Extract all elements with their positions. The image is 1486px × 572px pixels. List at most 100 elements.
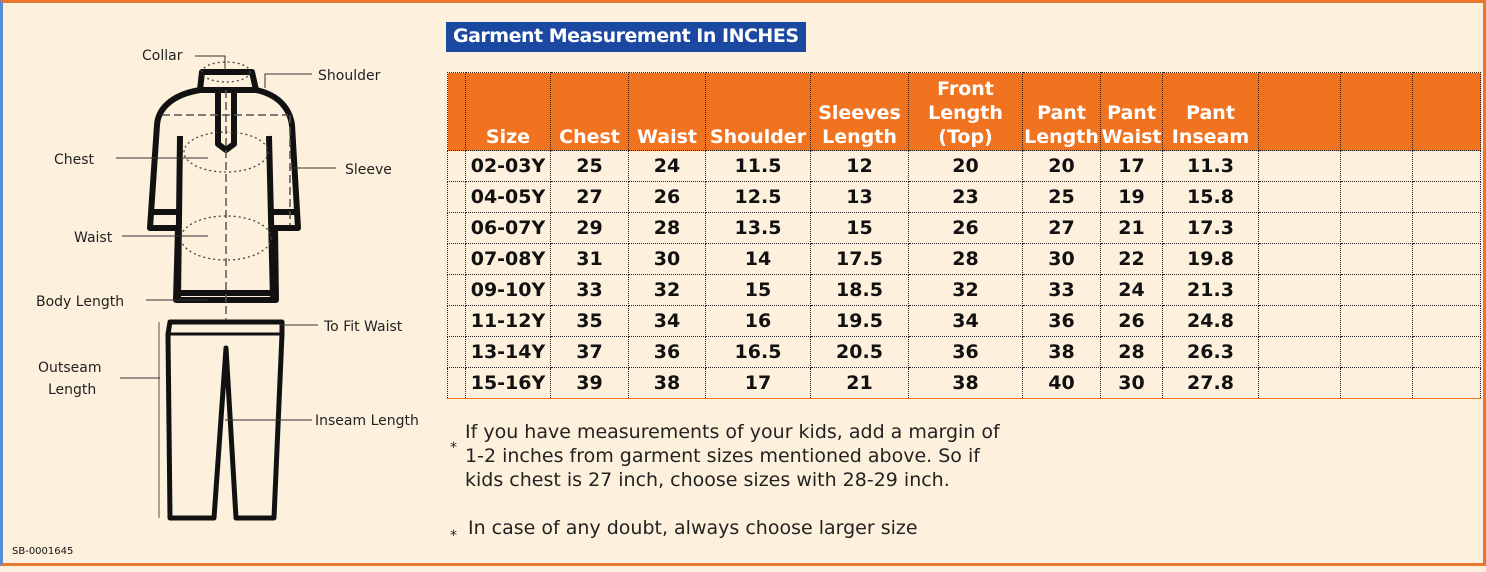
- empty-cell: [1340, 336, 1413, 368]
- column-header: Front Length (Top): [908, 72, 1023, 151]
- size-table: Size Chest Waist Shoulder Sleeves Length Fron…: [447, 72, 1481, 399]
- table-cell: 12.5: [705, 181, 811, 213]
- empty-cell: [1412, 181, 1481, 213]
- column-header: Pant Inseam: [1162, 72, 1259, 151]
- column-header: Pant Length: [1022, 72, 1101, 151]
- table-cell: 28: [1100, 336, 1163, 368]
- empty-cell: [447, 212, 466, 244]
- table-cell: 14: [705, 243, 811, 275]
- column-header: Size: [465, 72, 551, 151]
- table-cell: 32: [628, 274, 706, 306]
- table-cell: 26: [908, 212, 1023, 244]
- table-row: 15-16Y 39 38 17 21 38 40 30 27.8: [447, 367, 1481, 399]
- table-row: 13-14Y 37 36 16.5 20.5 36 38 28 26.3: [447, 336, 1481, 368]
- empty-cell: [1340, 274, 1413, 306]
- table-cell: 20.5: [810, 336, 909, 368]
- table-cell: 11.3: [1162, 150, 1259, 182]
- table-cell: 30: [628, 243, 706, 275]
- empty-cell: [447, 150, 466, 182]
- table-cell: 33: [1022, 274, 1101, 306]
- empty-cell: [1258, 150, 1341, 182]
- empty-cell: [1340, 243, 1413, 275]
- empty-cell: [1340, 367, 1413, 399]
- table-cell: 39: [550, 367, 629, 399]
- table-cell: 20: [1022, 150, 1101, 182]
- table-cell: 04-05Y: [465, 181, 551, 213]
- column-header: Pant Waist: [1100, 72, 1163, 151]
- label-chest: Chest: [54, 152, 95, 168]
- empty-cell: [1258, 336, 1341, 368]
- column-header: Chest: [550, 72, 629, 151]
- table-cell: 29: [550, 212, 629, 244]
- empty-cell: [447, 336, 466, 368]
- sku-code: SB-0001645: [12, 546, 74, 557]
- empty-cell: [1412, 243, 1481, 275]
- table-cell: 31: [550, 243, 629, 275]
- empty-cell: [447, 305, 466, 337]
- empty-cell: [1412, 367, 1481, 399]
- empty-cell: [1340, 150, 1413, 182]
- table-cell: 27.8: [1162, 367, 1259, 399]
- table-cell: 25: [1022, 181, 1101, 213]
- table-cell: 15: [810, 212, 909, 244]
- column-header: [1412, 72, 1481, 151]
- table-cell: 37: [550, 336, 629, 368]
- table-cell: 18.5: [810, 274, 909, 306]
- table-row: 06-07Y 29 28 13.5 15 26 27 21 17.3: [447, 212, 1481, 244]
- bullet-icon: *: [450, 440, 457, 456]
- note-text: If you have measurements of your kids, a…: [465, 421, 1000, 491]
- table-row: 11-12Y 35 34 16 19.5 34 36 26 24.8: [447, 305, 1481, 337]
- table-cell: 27: [550, 181, 629, 213]
- table-cell: 11.5: [705, 150, 811, 182]
- note-item: * In case of any doubt, always choose lar…: [450, 516, 1010, 548]
- table-cell: 16.5: [705, 336, 811, 368]
- garment-diagram: Collar Shoulder Chest Sleeve Waist Body …: [36, 48, 419, 521]
- empty-cell: [1412, 150, 1481, 182]
- empty-cell: [447, 243, 466, 275]
- table-cell: 34: [628, 305, 706, 337]
- table-cell: 38: [1022, 336, 1101, 368]
- table-cell: 15-16Y: [465, 367, 551, 399]
- table-cell: 15: [705, 274, 811, 306]
- table-cell: 30: [1100, 367, 1163, 399]
- table-header: Size Chest Waist Shoulder Sleeves Length Fron…: [447, 72, 1481, 151]
- table-cell: 13: [810, 181, 909, 213]
- table-cell: 38: [628, 367, 706, 399]
- table-cell: 36: [908, 336, 1023, 368]
- note-item: * If you have measurements of your kids, …: [450, 420, 1010, 492]
- table-cell: 06-07Y: [465, 212, 551, 244]
- table-row: 02-03Y 25 24 11.5 12 20 20 17 11.3: [447, 150, 1481, 182]
- table-cell: 13-14Y: [465, 336, 551, 368]
- table-cell: 23: [908, 181, 1023, 213]
- column-header: Waist: [628, 72, 706, 151]
- column-header: [447, 72, 466, 151]
- table-cell: 35: [550, 305, 629, 337]
- table-row: 04-05Y 27 26 12.5 13 23 25 19 15.8: [447, 181, 1481, 213]
- table-cell: 34: [908, 305, 1023, 337]
- bullet-icon: *: [450, 528, 457, 544]
- empty-cell: [1340, 305, 1413, 337]
- label-outseam: Outseam: [38, 360, 102, 376]
- empty-cell: [1412, 305, 1481, 337]
- table-cell: 30: [1022, 243, 1101, 275]
- label-to-fit-waist: To Fit Waist: [323, 319, 403, 335]
- table-cell: 25: [550, 150, 629, 182]
- table-cell: 17: [705, 367, 811, 399]
- empty-cell: [447, 367, 466, 399]
- table-cell: 19.5: [810, 305, 909, 337]
- note-text: In case of any doubt, always choose larg…: [468, 517, 918, 539]
- page-title: Garment Measurement In INCHES: [446, 22, 806, 52]
- table-cell: 17.3: [1162, 212, 1259, 244]
- table-cell: 22: [1100, 243, 1163, 275]
- empty-cell: [1412, 212, 1481, 244]
- table-cell: 21: [810, 367, 909, 399]
- empty-cell: [1258, 305, 1341, 337]
- empty-cell: [1258, 181, 1341, 213]
- table-cell: 40: [1022, 367, 1101, 399]
- empty-cell: [447, 274, 466, 306]
- table-cell: 17: [1100, 150, 1163, 182]
- label-outseam-length: Length: [48, 382, 96, 398]
- table-cell: 17.5: [810, 243, 909, 275]
- column-header: [1258, 72, 1341, 151]
